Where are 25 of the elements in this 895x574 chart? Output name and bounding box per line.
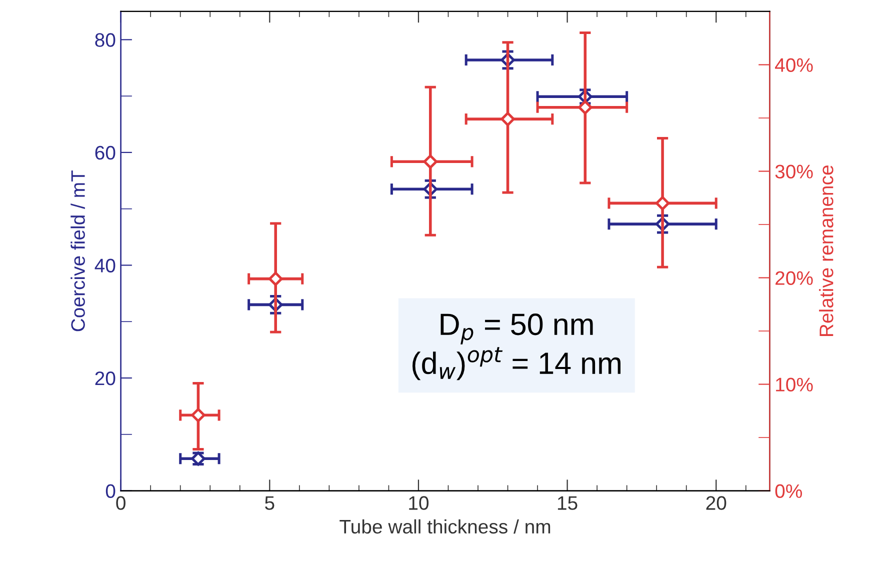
y-axis-title: Coercive field / mT [70,170,85,332]
x-tick-label: 0 [116,496,126,510]
point [655,196,670,210]
y2-axis-title: Relative remanence [819,166,834,336]
y-tick-label: 60 [95,146,116,160]
x-tick-label: 10 [409,496,429,510]
x-axis-title: Tube wall thickness / nm [340,519,550,534]
y-tick-label: 0 [106,484,116,498]
y2-tick-label: 10% [776,378,813,392]
x-tick-label: 15 [558,496,578,510]
x-tick-label: 20 [706,496,726,510]
y-tick-label: 40 [94,258,116,272]
point [578,100,592,114]
text: D$_{p}$ = 50 nm (d$_{w}$)$^{opt}$ = 14 nm [412,314,620,380]
y2-tick-label: 30% [775,164,813,178]
y2-tick-label: 40% [775,58,813,72]
x-tick-label: 5 [265,496,274,510]
point [191,408,206,422]
point [268,272,283,286]
y-tick-label: 80 [95,33,116,47]
point [500,112,515,126]
y-tick-label: 20 [95,371,116,386]
y2-tick-label: 0% [775,484,802,498]
point [423,154,438,169]
y2-tick-label: 20% [776,271,813,285]
